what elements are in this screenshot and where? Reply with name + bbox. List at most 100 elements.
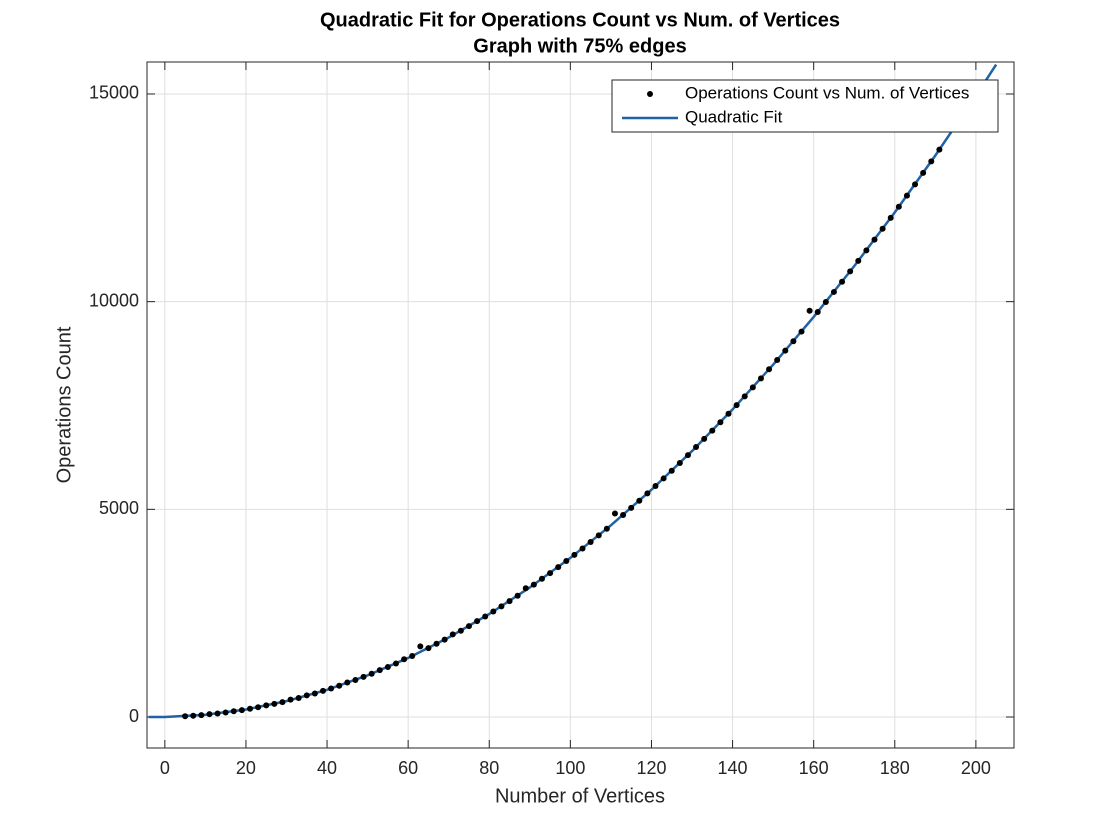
data-point — [417, 643, 424, 650]
data-point — [903, 192, 910, 199]
data-point — [482, 613, 489, 620]
data-point — [871, 236, 878, 243]
data-point — [376, 667, 383, 674]
y-tick-label: 5000 — [99, 498, 139, 518]
data-point — [660, 475, 667, 482]
data-point — [271, 700, 278, 707]
chart-subtitle: Graph with 75% edges — [473, 35, 686, 57]
data-point — [855, 257, 862, 264]
data-point — [555, 564, 562, 571]
data-point — [368, 670, 375, 677]
x-tick-label: 140 — [718, 758, 748, 778]
data-point — [287, 696, 294, 703]
data-point — [628, 504, 635, 511]
data-point — [441, 636, 448, 643]
data-point — [238, 707, 245, 714]
legend: Operations Count vs Num. of Vertices Quad… — [611, 79, 999, 133]
data-point — [198, 712, 205, 719]
x-tick-label: 60 — [398, 758, 418, 778]
x-tick-label: 40 — [317, 758, 337, 778]
data-point — [790, 338, 797, 345]
data-point — [579, 545, 586, 552]
data-point — [863, 247, 870, 254]
data-point — [425, 645, 432, 652]
y-axis-label: Operations Count — [53, 326, 75, 483]
data-point — [879, 225, 886, 232]
data-point — [514, 592, 521, 599]
y-tick-label: 0 — [129, 706, 139, 726]
data-point — [806, 307, 813, 314]
data-point — [782, 347, 789, 354]
data-point — [230, 708, 237, 715]
data-point — [928, 158, 935, 165]
data-point — [766, 366, 773, 373]
data-point — [465, 623, 472, 630]
data-point — [206, 711, 213, 718]
data-point — [587, 539, 594, 546]
data-point — [733, 402, 740, 409]
x-tick-label: 0 — [160, 758, 170, 778]
data-point — [392, 660, 399, 667]
data-point — [668, 467, 675, 474]
data-point — [774, 357, 781, 364]
data-point — [611, 510, 618, 517]
x-tick-label: 180 — [880, 758, 910, 778]
data-point — [255, 704, 262, 711]
data-point — [547, 570, 554, 577]
data-point — [263, 702, 270, 709]
data-point — [652, 482, 659, 489]
data-point — [725, 410, 732, 417]
data-point — [311, 690, 318, 697]
data-point — [522, 585, 529, 592]
data-point — [490, 608, 497, 615]
data-point — [279, 699, 286, 706]
data-point — [498, 603, 505, 610]
data-point — [701, 435, 708, 442]
data-point — [741, 393, 748, 400]
data-point — [920, 169, 927, 176]
legend-box — [611, 79, 999, 133]
data-point — [912, 181, 919, 188]
data-point — [757, 375, 764, 382]
data-point — [847, 268, 854, 275]
x-tick-label: 100 — [555, 758, 585, 778]
data-point — [474, 618, 481, 625]
axes-box — [146, 61, 1015, 749]
data-point — [644, 490, 651, 497]
data-point — [295, 695, 302, 702]
data-point — [798, 328, 805, 335]
data-point — [717, 419, 724, 426]
data-point — [620, 511, 627, 518]
data-point — [830, 288, 837, 295]
data-point — [709, 427, 716, 434]
data-point — [684, 452, 691, 459]
x-tick-label: 20 — [236, 758, 256, 778]
data-point — [571, 551, 578, 558]
data-point — [433, 640, 440, 647]
x-axis-label: Number of Vertices — [495, 785, 665, 807]
data-point — [336, 682, 343, 689]
data-point — [693, 444, 700, 451]
data-point — [384, 664, 391, 671]
data-point — [603, 525, 610, 532]
plot-layer — [148, 63, 998, 720]
data-point — [352, 677, 359, 684]
data-point — [409, 653, 416, 660]
data-point — [563, 558, 570, 565]
data-point — [749, 384, 756, 391]
data-point — [887, 214, 894, 221]
legend-label: Operations Count vs Num. of Vertices — [685, 83, 969, 102]
y-tick-label: 10000 — [89, 290, 139, 310]
data-point — [457, 627, 464, 634]
data-point — [222, 709, 229, 716]
x-tick-label: 200 — [961, 758, 991, 778]
legend-label: Quadratic Fit — [685, 107, 783, 126]
data-point — [676, 459, 683, 466]
data-point — [530, 581, 537, 588]
data-point — [895, 203, 902, 210]
data-point — [506, 598, 513, 605]
data-point — [822, 299, 829, 306]
plot-area — [147, 62, 1014, 748]
data-point — [936, 146, 943, 153]
